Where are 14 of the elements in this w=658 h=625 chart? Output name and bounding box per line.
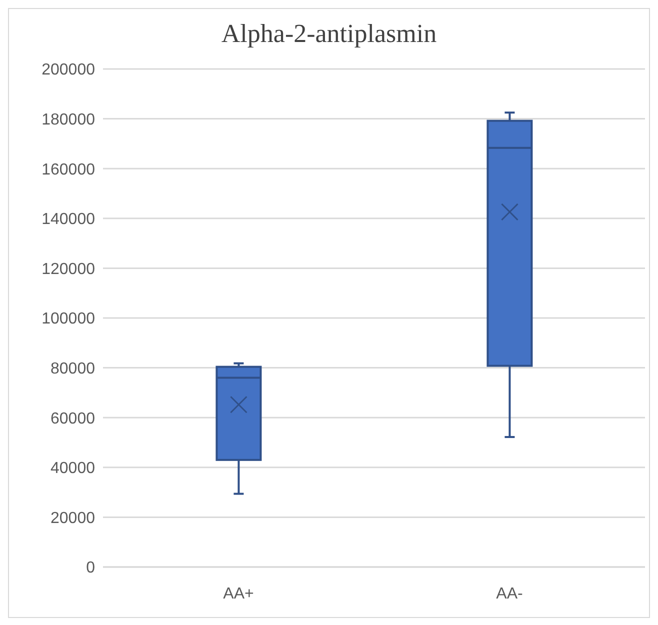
y-tick-label: 40000 <box>50 460 96 478</box>
y-tick-label: 180000 <box>42 111 96 128</box>
y-tick-label: 80000 <box>50 360 96 378</box>
y-tick-label: 100000 <box>42 310 96 328</box>
y-tick-label: 120000 <box>42 260 96 278</box>
y-tick-label: 160000 <box>42 161 96 178</box>
y-tick-label: 60000 <box>50 410 96 428</box>
x-tick-label: AA+ <box>223 585 254 602</box>
chart-title: Alpha-2-antiplasmin <box>220 18 438 50</box>
y-tick-label: 20000 <box>50 510 96 527</box>
y-tick-label: 0 <box>86 560 96 577</box>
x-tick-label: AA- <box>496 585 523 602</box>
y-tick-label: 140000 <box>42 211 96 228</box>
y-tick-label: 200000 <box>42 62 96 79</box>
